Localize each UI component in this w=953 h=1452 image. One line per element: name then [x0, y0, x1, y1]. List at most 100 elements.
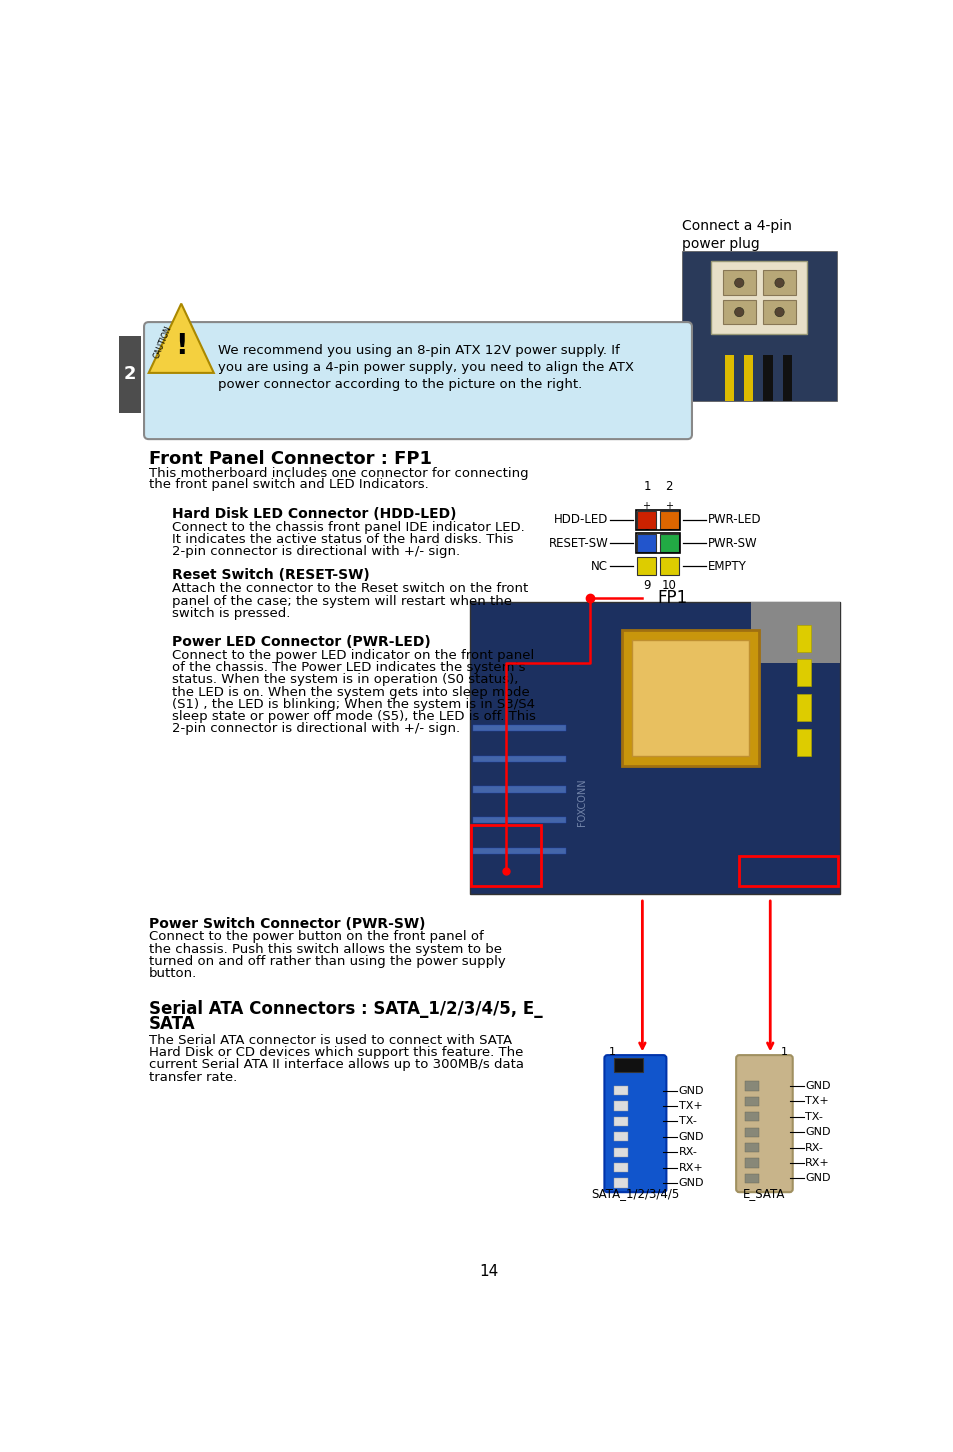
Text: PWR-SW: PWR-SW [707, 537, 757, 549]
Text: We recommend you using an 8-pin ATX 12V power supply. If: We recommend you using an 8-pin ATX 12V … [218, 344, 619, 357]
Text: 1: 1 [781, 1047, 787, 1057]
Text: 9: 9 [642, 579, 650, 592]
Text: you are using a 4-pin power supply, you need to align the ATX: you are using a 4-pin power supply, you … [218, 360, 634, 373]
FancyBboxPatch shape [637, 511, 655, 529]
FancyBboxPatch shape [659, 511, 679, 529]
Text: Attach the connector to the Reset switch on the front: Attach the connector to the Reset switch… [172, 582, 528, 595]
Text: The Serial ATA connector is used to connect with SATA: The Serial ATA connector is used to conn… [149, 1034, 512, 1047]
FancyBboxPatch shape [762, 299, 795, 324]
Text: RX-: RX- [804, 1143, 823, 1153]
FancyBboxPatch shape [469, 601, 840, 894]
Text: sleep state or power off mode (S5), the LED is off. This: sleep state or power off mode (S5), the … [172, 710, 536, 723]
FancyBboxPatch shape [613, 1133, 627, 1141]
Text: EMPTY: EMPTY [707, 559, 745, 572]
Text: TX-: TX- [804, 1112, 822, 1122]
FancyBboxPatch shape [744, 1096, 759, 1106]
Text: CAUTION: CAUTION [152, 324, 173, 360]
FancyBboxPatch shape [473, 725, 566, 730]
Text: (S1) , the LED is blinking; When the system is in S3/S4: (S1) , the LED is blinking; When the sys… [172, 698, 535, 711]
Circle shape [774, 308, 783, 317]
FancyBboxPatch shape [604, 1056, 666, 1192]
Text: GND: GND [679, 1086, 703, 1096]
Text: -: - [643, 524, 648, 534]
Text: current Serial ATA II interface allows up to 300MB/s data: current Serial ATA II interface allows u… [149, 1059, 523, 1072]
Text: Connect a 4-pin: Connect a 4-pin [681, 219, 791, 232]
Text: 2: 2 [664, 481, 672, 494]
FancyBboxPatch shape [744, 1082, 759, 1090]
FancyBboxPatch shape [632, 640, 748, 755]
Text: HDD-LED: HDD-LED [554, 514, 608, 527]
Text: This motherboard includes one connector for connecting: This motherboard includes one connector … [149, 468, 528, 479]
Text: SATA_1/2/3/4/5: SATA_1/2/3/4/5 [591, 1186, 679, 1199]
Text: PWR-LED: PWR-LED [707, 514, 760, 527]
Text: +: + [641, 501, 650, 511]
Text: 2: 2 [124, 366, 136, 383]
FancyBboxPatch shape [473, 787, 566, 793]
Text: power plug: power plug [681, 237, 759, 251]
FancyBboxPatch shape [621, 630, 758, 765]
Text: the front panel switch and LED Indicators.: the front panel switch and LED Indicator… [149, 478, 428, 491]
FancyBboxPatch shape [613, 1086, 627, 1095]
Text: status. When the system is in operation (S0 status),: status. When the system is in operation … [172, 674, 517, 687]
Text: SATA: SATA [149, 1015, 195, 1032]
FancyBboxPatch shape [797, 729, 810, 755]
Text: RX+: RX+ [804, 1157, 829, 1167]
Text: Hard Disk or CD devices which support this feature. The: Hard Disk or CD devices which support th… [149, 1045, 522, 1059]
Text: Power Switch Connector (PWR-SW): Power Switch Connector (PWR-SW) [149, 916, 425, 931]
FancyBboxPatch shape [473, 817, 566, 823]
FancyBboxPatch shape [744, 1112, 759, 1121]
Text: RESET-SW: RESET-SW [548, 537, 608, 549]
Text: GND: GND [804, 1173, 830, 1183]
FancyBboxPatch shape [711, 261, 806, 334]
Text: 2-pin connector is directional with +/- sign.: 2-pin connector is directional with +/- … [172, 723, 459, 736]
FancyBboxPatch shape [613, 1101, 627, 1111]
FancyBboxPatch shape [119, 335, 141, 412]
Text: switch is pressed.: switch is pressed. [172, 607, 290, 620]
Text: GND: GND [804, 1080, 830, 1090]
FancyBboxPatch shape [762, 270, 795, 295]
FancyBboxPatch shape [744, 1143, 759, 1151]
FancyBboxPatch shape [637, 534, 655, 552]
FancyBboxPatch shape [781, 356, 791, 401]
Text: 1: 1 [642, 481, 650, 494]
FancyBboxPatch shape [613, 1163, 627, 1172]
Text: button.: button. [149, 967, 196, 980]
Text: transfer rate.: transfer rate. [149, 1070, 236, 1083]
FancyBboxPatch shape [637, 558, 655, 575]
Text: RX-: RX- [679, 1147, 697, 1157]
Text: GND: GND [804, 1127, 830, 1137]
Text: TX+: TX+ [804, 1096, 828, 1106]
Text: power connector according to the picture on the right.: power connector according to the picture… [218, 378, 582, 391]
FancyBboxPatch shape [613, 1147, 627, 1157]
FancyBboxPatch shape [744, 1159, 759, 1167]
FancyBboxPatch shape [744, 1128, 759, 1137]
Circle shape [774, 279, 783, 287]
Text: Front Panel Connector : FP1: Front Panel Connector : FP1 [149, 450, 432, 468]
Text: Power LED Connector (PWR-LED): Power LED Connector (PWR-LED) [172, 635, 430, 649]
Text: the LED is on. When the system gets into sleep mode: the LED is on. When the system gets into… [172, 685, 529, 698]
FancyBboxPatch shape [723, 356, 733, 401]
Text: NC: NC [591, 559, 608, 572]
FancyBboxPatch shape [744, 1173, 759, 1183]
Text: GND: GND [679, 1178, 703, 1188]
Text: +: + [665, 501, 673, 511]
Text: 2-pin connector is directional with +/- sign.: 2-pin connector is directional with +/- … [172, 546, 459, 559]
Text: Connect to the chassis front panel IDE indicator LED.: Connect to the chassis front panel IDE i… [172, 521, 524, 534]
Text: turned on and off rather than using the power supply: turned on and off rather than using the … [149, 955, 505, 968]
FancyBboxPatch shape [473, 755, 566, 762]
Text: 10: 10 [660, 579, 676, 592]
Text: 1: 1 [608, 1047, 616, 1057]
Text: Serial ATA Connectors : SATA_1/2/3/4/5, E_: Serial ATA Connectors : SATA_1/2/3/4/5, … [149, 999, 541, 1018]
Circle shape [734, 308, 743, 317]
Text: 14: 14 [478, 1265, 498, 1279]
FancyBboxPatch shape [736, 1056, 792, 1192]
FancyBboxPatch shape [681, 251, 836, 401]
Text: Reset Switch (RESET-SW): Reset Switch (RESET-SW) [172, 569, 370, 582]
FancyBboxPatch shape [762, 356, 772, 401]
FancyBboxPatch shape [797, 624, 810, 652]
FancyBboxPatch shape [659, 558, 679, 575]
Circle shape [734, 279, 743, 287]
FancyBboxPatch shape [613, 1117, 627, 1125]
Text: E_SATA: E_SATA [742, 1186, 785, 1199]
Text: It indicates the active status of the hard disks. This: It indicates the active status of the ha… [172, 533, 513, 546]
